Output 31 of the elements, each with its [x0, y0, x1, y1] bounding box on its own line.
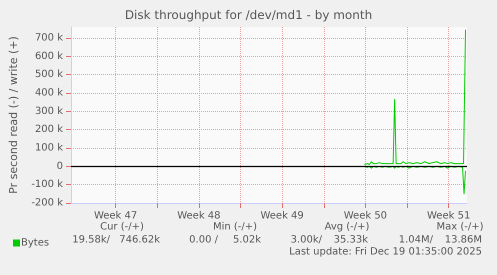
y-tick-label: -100 k	[31, 179, 64, 190]
y-tick-label: 100 k	[34, 142, 64, 154]
text: 3.00k/	[290, 234, 323, 246]
y-tick-label: 0	[56, 160, 63, 172]
text: 19.58k/	[72, 234, 111, 246]
text: Min (-/+)	[212, 222, 258, 232]
x-tick-label: Week 51	[427, 210, 470, 222]
x-tick-label: Week 49	[260, 210, 304, 222]
text: 0.00 /	[189, 234, 219, 246]
text: Avg (-/+)	[324, 222, 370, 232]
y-tick-label: 300 k	[34, 106, 64, 117]
text: Max (-/+)	[436, 222, 484, 232]
x-tick-label: Week 47	[94, 210, 138, 222]
chart-title: Disk throughput for /dev/md1 - by month	[124, 8, 372, 22]
x-tick-label: Week 48	[177, 210, 221, 222]
y-tick-label: 500 k	[34, 69, 64, 80]
legend-label: Bytes	[21, 238, 50, 248]
y-axis-title: Pr second read (-) / write (+)	[7, 36, 20, 194]
y-tick-label: 400 k	[34, 88, 64, 98]
text: 5.02k	[232, 234, 262, 246]
y-tick-label: 600 k	[34, 50, 64, 62]
text: Last update: Fri Dec 19 01:35:00 2025	[289, 246, 482, 258]
x-tick-label: Week 50	[344, 210, 388, 222]
y-tick-label: -200 k	[31, 198, 64, 208]
y-tick-label: 700 k	[34, 32, 64, 44]
y-tick-label: 200 k	[34, 124, 64, 136]
text: 35.33k	[334, 234, 368, 246]
text: Cur (-/+)	[100, 222, 144, 232]
text: 1.04M/	[398, 234, 434, 246]
text: 13.86M	[444, 234, 482, 246]
text: 746.62k	[119, 234, 160, 246]
